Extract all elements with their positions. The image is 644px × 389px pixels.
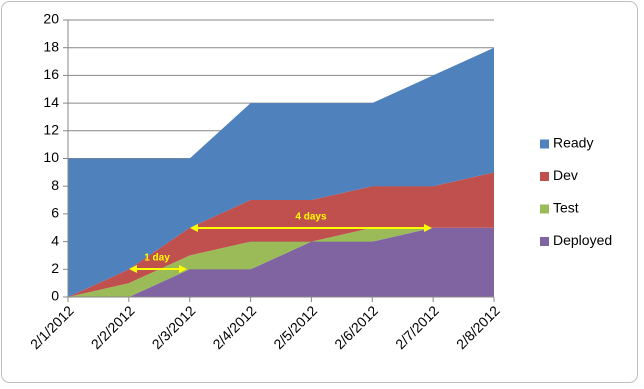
y-tick-label: 10 [43, 149, 59, 165]
y-tick-label: 20 [43, 11, 59, 27]
y-tick-label: 0 [51, 288, 59, 304]
arrow-head [424, 224, 432, 232]
legend: Ready Dev Test Deployed [540, 135, 612, 248]
legend-swatch [540, 204, 549, 214]
legend-label: Dev [553, 167, 578, 183]
y-tick-label: 6 [51, 205, 59, 221]
y-tick-label: 18 [43, 38, 59, 54]
arrow-head [179, 265, 187, 273]
y-tick-label: 12 [43, 122, 59, 138]
area [68, 227, 494, 297]
legend-label: Deployed [553, 232, 612, 248]
legend-swatch [540, 139, 549, 149]
annotation: 1 day [144, 253, 170, 264]
annotation: 4 days [295, 212, 327, 223]
y-tick-label: 4 [51, 232, 59, 248]
legend-swatch [540, 237, 549, 246]
y-tick-label: 2 [51, 260, 59, 276]
area [68, 172, 494, 297]
legend-swatch [540, 172, 549, 181]
y-tick-label: 8 [51, 177, 59, 193]
annotations: 1 day 4 days [129, 212, 432, 273]
legend-label: Ready [553, 135, 593, 151]
arrow-head [190, 224, 198, 232]
legend-label: Test [553, 200, 579, 216]
area [68, 47, 494, 298]
y-tick-label: 14 [43, 94, 59, 110]
y-tick-label: 16 [43, 66, 59, 82]
arrow-head [129, 265, 137, 273]
